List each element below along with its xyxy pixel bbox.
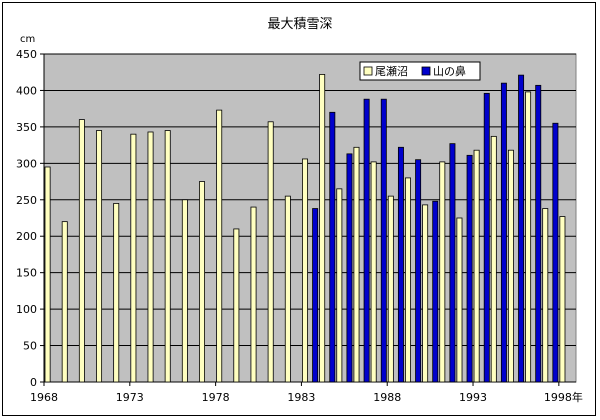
bar-ozenuma	[422, 204, 429, 383]
x-tick-label: 1983	[287, 391, 315, 404]
bar-ozenuma	[370, 161, 377, 383]
bar-ozenuma	[250, 206, 257, 383]
bar-yamanohana	[518, 74, 525, 383]
bar-ozenuma	[284, 195, 291, 383]
legend-box	[359, 61, 481, 81]
bar-ozenuma	[199, 181, 206, 383]
bar-ozenuma	[61, 221, 68, 383]
y-tick-label: 200	[16, 230, 37, 243]
x-tick-label: 1968	[30, 391, 58, 404]
legend: 尾瀬沼 山の鼻	[359, 61, 481, 81]
bar-yamanohana	[535, 84, 542, 383]
x-tick-label: 1998年	[544, 390, 583, 404]
x-tick-label: 1978	[202, 391, 230, 404]
y-tick-label: 350	[16, 121, 37, 134]
y-tick-label: 400	[16, 84, 37, 97]
bar-ozenuma	[96, 130, 103, 383]
bar-ozenuma	[113, 203, 120, 383]
bar-ozenuma	[181, 199, 188, 383]
bar-ozenuma	[319, 74, 326, 383]
bar-yamanohana	[483, 92, 490, 383]
bar-ozenuma	[216, 109, 223, 383]
y-tick-label: 250	[16, 194, 37, 207]
bar-yamanohana	[397, 146, 404, 383]
bar-yamanohana	[500, 82, 507, 383]
x-tick-label: 1973	[116, 391, 144, 404]
y-tick-label: 300	[16, 157, 37, 170]
legend-swatch-yamanohana	[421, 66, 431, 76]
bar-ozenuma	[507, 149, 514, 383]
y-tick-label: 50	[23, 340, 37, 353]
y-tick-label: 150	[16, 267, 37, 280]
x-tick-label: 1988	[373, 391, 401, 404]
y-tick-label: 0	[30, 376, 37, 389]
bar-ozenuma	[387, 195, 394, 383]
x-tick-label: 1993	[459, 391, 487, 404]
legend-label-ozenuma: 尾瀬沼	[375, 64, 408, 78]
bar-ozenuma	[147, 131, 154, 383]
y-tick-label: 100	[16, 303, 37, 316]
bar-yamanohana	[552, 122, 559, 383]
bar-ozenuma	[456, 217, 463, 383]
bar-yamanohana	[346, 153, 353, 383]
bar-yamanohana	[432, 200, 439, 383]
bar-ozenuma	[353, 146, 360, 383]
bar-ozenuma	[267, 121, 274, 383]
bar-yamanohana	[449, 143, 456, 383]
y-axis-unit-label: cm	[20, 34, 35, 45]
bar-ozenuma	[559, 216, 566, 383]
chart-title: 最大積雪深	[267, 17, 332, 32]
bar-yamanohana	[415, 159, 422, 383]
bar-ozenuma	[490, 135, 497, 383]
legend-label-yamanohana: 山の鼻	[433, 64, 466, 78]
bar-yamanohana	[380, 98, 387, 383]
bar-ozenuma	[44, 166, 51, 383]
bar-ozenuma	[164, 130, 171, 383]
bar-ozenuma	[473, 149, 480, 383]
bar-yamanohana	[312, 208, 319, 383]
bar-ozenuma	[336, 188, 343, 383]
legend-swatch-ozenuma	[363, 66, 373, 76]
bar-ozenuma	[404, 177, 411, 383]
bar-yamanohana	[466, 154, 473, 383]
bar-ozenuma	[542, 208, 549, 383]
y-tick-label: 450	[16, 48, 37, 61]
bar-yamanohana	[329, 111, 336, 383]
bar-ozenuma	[130, 133, 137, 383]
bar-ozenuma	[439, 161, 446, 383]
bar-ozenuma	[302, 158, 308, 383]
bar-ozenuma	[233, 228, 240, 383]
bar-yamanohana	[363, 98, 370, 383]
bar-ozenuma	[525, 91, 532, 383]
bar-ozenuma	[78, 119, 85, 383]
